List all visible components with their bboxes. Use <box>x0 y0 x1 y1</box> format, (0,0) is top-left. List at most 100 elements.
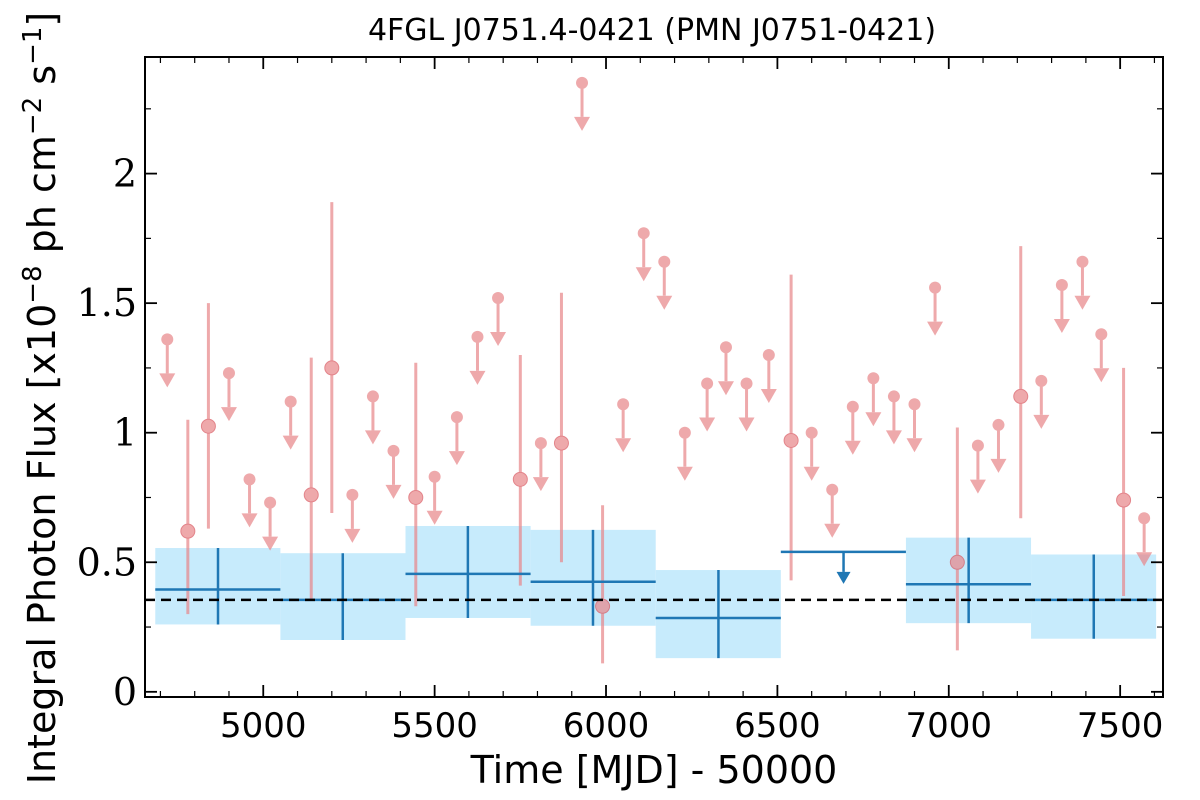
short-bin-upper-limit-arrow <box>159 373 176 388</box>
short-bin-upper-limit-arrow <box>615 438 632 453</box>
short-bin-point <box>553 435 569 451</box>
short-bin-upper-limit-point <box>846 400 859 413</box>
short-bin-upper-limit-arrow <box>969 479 986 494</box>
y-tick-label: 2 <box>113 152 137 196</box>
short-bin-upper-limit-point <box>492 291 505 304</box>
chart-title: 4FGL J0751.4-0421 (PMN J0751-0421) <box>368 13 936 48</box>
short-bin-upper-limit-arrow <box>262 536 279 551</box>
short-bin-upper-limit-point <box>471 330 484 343</box>
short-bin-upper-limit-arrow <box>803 466 820 481</box>
short-bin-upper-limit-arrow <box>220 407 237 422</box>
short-bin-upper-limit-point <box>428 470 441 483</box>
x-tick-label: 5000 <box>220 706 307 746</box>
axis-ticks: 5000 5500 6000 6500 7000 7500 0 0.5 1 1.5 2 <box>77 57 1164 746</box>
short-bin-upper-limit-arrow <box>760 388 777 403</box>
short-bin-upper-limit-arrow <box>574 116 591 131</box>
x-tick-label: 7500 <box>1077 706 1164 746</box>
y-axis-label-suffix: ] <box>20 12 64 27</box>
short-bin-upper-limit-point <box>637 227 650 240</box>
short-bin-upper-limit-point <box>701 377 714 390</box>
short-bin-point <box>180 523 196 539</box>
plot-frame <box>144 56 1164 698</box>
short-bin-point <box>303 487 319 503</box>
x-tick-label: 6500 <box>734 706 821 746</box>
short-bin-upper-limit-arrow <box>241 513 258 528</box>
y-axis-label-exp2: −2 <box>18 97 48 135</box>
short-bin-upper-limit-arrow <box>364 430 381 445</box>
short-bin-upper-limit-point <box>576 76 589 89</box>
short-bin-point <box>783 432 799 448</box>
short-bin-upper-limit-point <box>867 372 880 385</box>
y-axis-label-exp1: −8 <box>18 265 48 303</box>
short-bin-point <box>200 418 216 434</box>
x-tick-label: 6000 <box>563 706 650 746</box>
short-bin-upper-limit-arrow <box>927 321 944 336</box>
short-bin-upper-limit-point <box>740 377 753 390</box>
short-bin-point <box>595 598 611 614</box>
short-bin-series <box>159 76 1153 664</box>
error-bands <box>155 525 1157 659</box>
short-bin-upper-limit-point <box>1095 328 1108 341</box>
y-axis-label: Integral Photon Flux [x10−8 ph cm−2 s−1] <box>18 12 64 785</box>
short-bin-upper-limit-arrow <box>532 477 549 492</box>
short-bin-upper-limit-arrow <box>990 458 1007 473</box>
short-bin-upper-limit-arrow <box>1074 295 1091 310</box>
short-bin-upper-limit-arrow <box>824 523 841 538</box>
short-bin-upper-limit-arrow <box>906 438 923 453</box>
short-bin-upper-limit-arrow <box>865 412 882 427</box>
short-bin-upper-limit-point <box>450 411 463 424</box>
short-bin-upper-limit-point <box>1076 255 1089 268</box>
short-bin-upper-limit-arrow <box>448 451 465 466</box>
short-bin-point <box>408 489 424 505</box>
y-axis-label-exp3: −1 <box>18 27 48 65</box>
short-bin-upper-limit-arrow <box>282 435 299 450</box>
short-bin-upper-limit-point <box>658 255 671 268</box>
short-bin-upper-limit-point <box>826 483 839 496</box>
short-bin-upper-limit-point <box>762 348 775 361</box>
short-bin-point <box>949 554 965 570</box>
short-bin-upper-limit-point <box>346 488 359 501</box>
short-bin-upper-limit-arrow <box>490 331 507 346</box>
y-axis-label-middle: ph cm <box>20 135 64 265</box>
short-bin-upper-limit-point <box>264 496 277 509</box>
short-bin-upper-limit-point <box>887 390 900 403</box>
y-tick-label: 1.5 <box>77 281 137 325</box>
y-axis-label-middle2: s <box>20 65 64 97</box>
short-bin-upper-limit-arrow <box>1033 414 1050 429</box>
short-bin-upper-limit-point <box>1035 374 1048 387</box>
short-bin-upper-limit-point <box>284 395 297 408</box>
short-bin-point <box>1116 492 1132 508</box>
plot-area <box>145 76 1163 664</box>
short-bin-upper-limit-point <box>222 367 235 380</box>
short-bin-upper-limit-point <box>617 398 630 411</box>
short-bin-upper-limit-arrow <box>738 417 755 432</box>
short-bin-upper-limit-arrow <box>635 267 652 282</box>
short-bin-upper-limit-point <box>1055 279 1068 292</box>
y-axis-label-prefix: Integral Photon Flux [x10 <box>20 304 64 785</box>
x-tick-label: 5500 <box>391 706 478 746</box>
short-bin-upper-limit-arrow <box>385 484 402 499</box>
short-bin-upper-limit-point <box>387 444 400 457</box>
short-bin-upper-limit-arrow <box>844 440 861 455</box>
y-tick-label: 1 <box>113 411 137 455</box>
short-bin-upper-limit-arrow <box>717 381 734 396</box>
short-bin-upper-limit-arrow <box>426 510 443 525</box>
short-bin-upper-limit-point <box>1138 512 1151 525</box>
short-bin-upper-limit-point <box>534 437 547 450</box>
short-bin-upper-limit-point <box>366 390 379 403</box>
x-axis-label: Time [MJD] - 50000 <box>470 748 838 792</box>
short-bin-upper-limit-arrow <box>699 417 716 432</box>
short-bin-upper-limit-arrow <box>469 370 486 385</box>
short-bin-upper-limit-point <box>678 426 691 439</box>
short-bin-upper-limit-arrow <box>885 430 902 445</box>
short-bin-upper-limit-point <box>971 439 984 452</box>
short-bin-point <box>324 360 340 376</box>
long-bin-upper-limit-arrow <box>836 571 851 584</box>
x-tick-label: 7000 <box>906 706 993 746</box>
short-bin-upper-limit-arrow <box>344 528 361 543</box>
short-bin-upper-limit-arrow <box>656 295 673 310</box>
short-bin-upper-limit-arrow <box>676 466 693 481</box>
short-bin-upper-limit-arrow <box>1093 368 1110 383</box>
short-bin-upper-limit-point <box>929 281 942 294</box>
